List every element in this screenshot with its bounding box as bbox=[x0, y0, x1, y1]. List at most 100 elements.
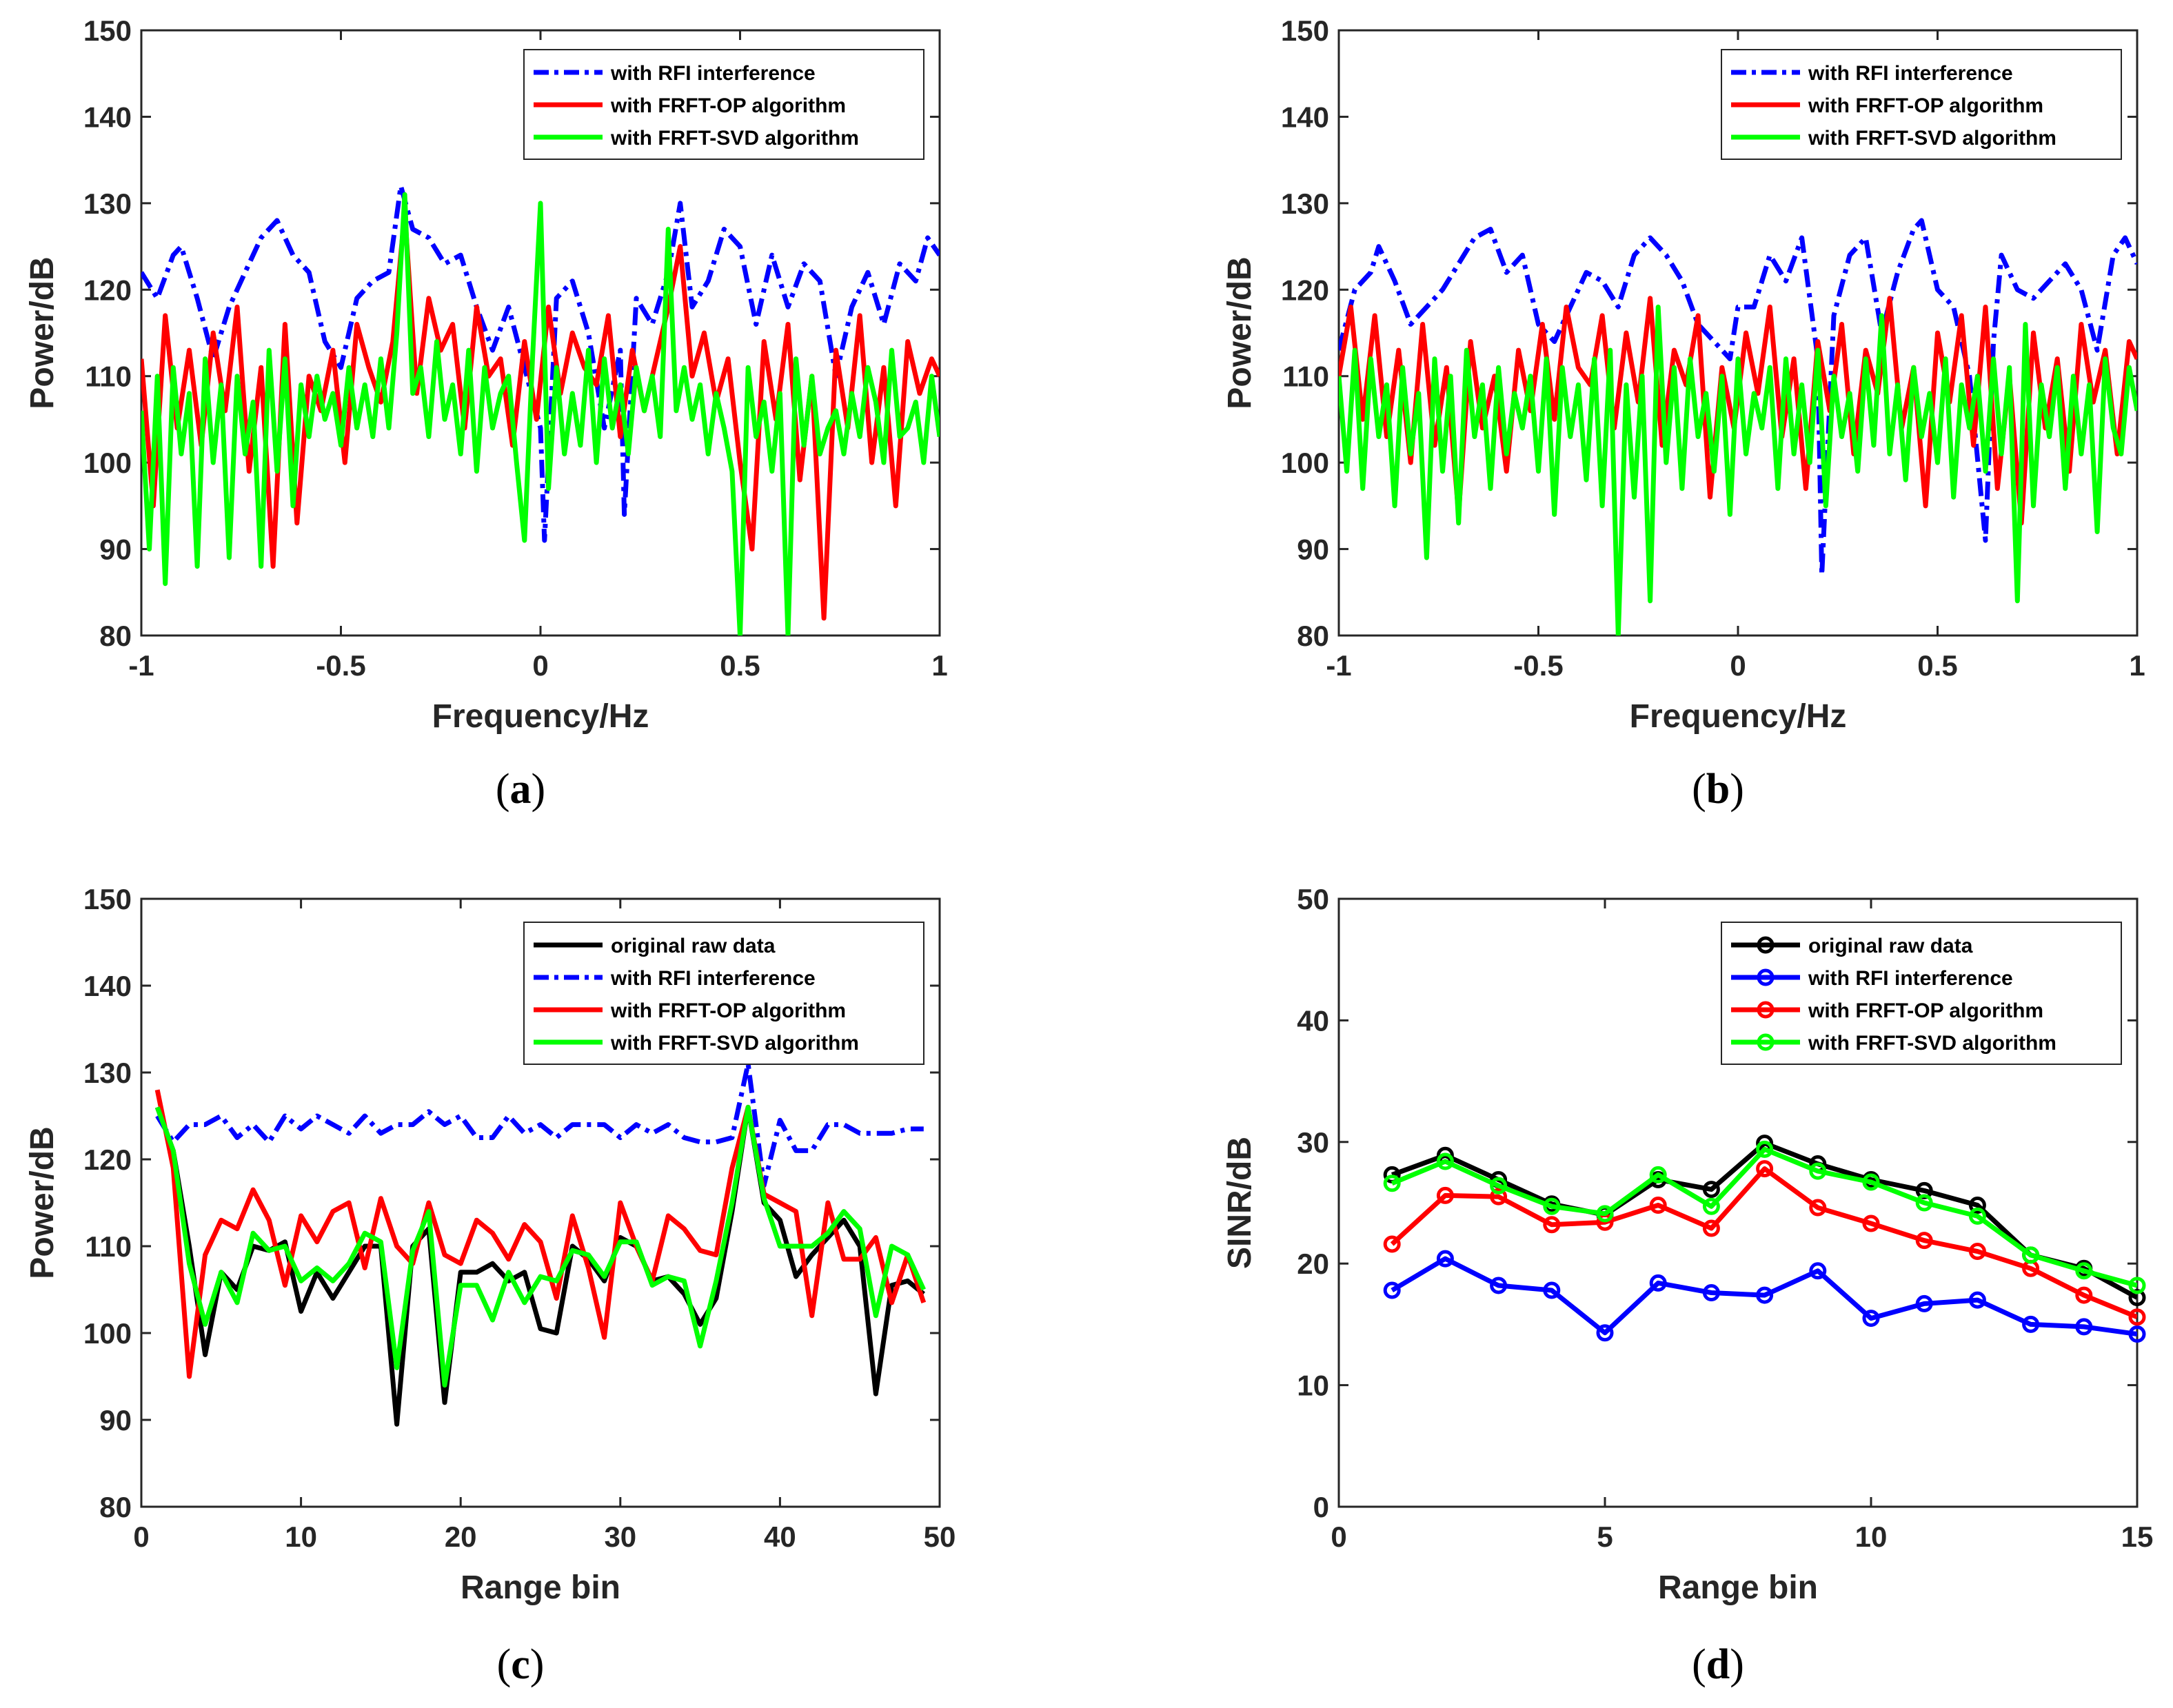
data-point bbox=[1756, 1140, 1774, 1158]
series-line bbox=[141, 192, 940, 636]
data-point bbox=[1809, 1162, 1827, 1180]
data-point bbox=[1490, 1277, 1508, 1294]
legend: with RFI interference with FRFT-OP algori… bbox=[1721, 49, 2122, 160]
y-tick-label: 30 bbox=[1297, 1126, 1329, 1159]
series-line bbox=[154, 1089, 927, 1379]
data-point bbox=[1490, 1188, 1508, 1206]
data-point bbox=[1383, 1235, 1401, 1253]
caption-close: ) bbox=[1730, 766, 1744, 813]
x-tick-label: 50 bbox=[924, 1521, 956, 1553]
data-point bbox=[1436, 1186, 1454, 1204]
panel-caption: (d) bbox=[1692, 1641, 1744, 1688]
legend-label: with RFI interference bbox=[610, 62, 816, 85]
caption-close: ) bbox=[532, 766, 546, 813]
caption-letter: b bbox=[1706, 766, 1730, 813]
legend-marker bbox=[1757, 936, 1775, 954]
data-point bbox=[1862, 1214, 1880, 1232]
legend-label: with FRFT-OP algorithm bbox=[610, 94, 846, 117]
y-tick-label: 20 bbox=[1297, 1248, 1329, 1280]
data-point bbox=[1436, 1250, 1454, 1268]
legend-marker bbox=[1757, 1001, 1775, 1019]
panel-caption: (b) bbox=[1692, 766, 1744, 813]
y-tick-label: 90 bbox=[99, 533, 132, 566]
y-tick-label: 80 bbox=[99, 1491, 132, 1523]
caption-open: ( bbox=[1692, 1641, 1706, 1688]
y-tick-label: 110 bbox=[85, 1230, 132, 1263]
data-point bbox=[1596, 1205, 1614, 1223]
y-tick-label: 80 bbox=[1297, 620, 1329, 652]
data-point bbox=[1702, 1219, 1720, 1237]
series-line bbox=[154, 1104, 926, 1388]
y-tick-label: 130 bbox=[83, 1057, 132, 1089]
y-tick-label: 40 bbox=[1297, 1004, 1329, 1037]
x-tick-label: -0.5 bbox=[316, 649, 365, 682]
data-point bbox=[1383, 1175, 1401, 1192]
legend-label: original raw data bbox=[1808, 935, 1973, 957]
data-point bbox=[2128, 1325, 2146, 1343]
data-point bbox=[1862, 1310, 1880, 1328]
data-point bbox=[2075, 1286, 2093, 1304]
y-tick-label: 150 bbox=[1281, 14, 1329, 47]
legend-marker bbox=[1757, 1033, 1775, 1051]
data-point bbox=[1756, 1286, 1774, 1304]
data-point bbox=[1809, 1262, 1827, 1280]
y-tick-label: 120 bbox=[83, 274, 132, 306]
legend: original raw data with RFI interference wi… bbox=[523, 922, 924, 1065]
y-tick-label: 10 bbox=[1297, 1370, 1329, 1402]
data-point bbox=[1915, 1232, 1933, 1250]
data-point bbox=[1436, 1152, 1454, 1170]
data-point bbox=[1756, 1160, 1774, 1178]
y-tick-label: 100 bbox=[1281, 447, 1329, 479]
data-point bbox=[1915, 1294, 1933, 1312]
data-point bbox=[1596, 1324, 1614, 1342]
chart-d: 0 5 10 15 0 10 20 30 40 50 Range bin SINR/dB origina… bbox=[1222, 883, 2153, 1688]
x-axis-label: Range bin bbox=[461, 1569, 620, 1606]
data-point bbox=[1543, 1281, 1561, 1299]
series-line bbox=[141, 183, 940, 543]
caption-close: ) bbox=[1730, 1641, 1744, 1688]
data-point bbox=[1649, 1197, 1667, 1214]
y-tick-label: 150 bbox=[83, 14, 132, 47]
legend-label: with FRFT-OP algorithm bbox=[610, 999, 846, 1022]
series-line bbox=[155, 1061, 924, 1188]
x-tick-label: -1 bbox=[128, 649, 154, 682]
x-tick-label: 15 bbox=[2121, 1521, 2154, 1553]
legend-label: original raw data bbox=[611, 935, 776, 957]
data-point bbox=[2128, 1308, 2146, 1326]
data-point bbox=[1702, 1181, 1720, 1199]
data-point bbox=[1968, 1207, 1986, 1225]
chart-b: -1 -0.5 0 0.5 1 80 90 100 110 120 130 140 150 Frequen… bbox=[1222, 14, 2145, 813]
y-tick-label: 0 bbox=[1313, 1491, 1329, 1523]
legend-label: with FRFT-SVD algorithm bbox=[1808, 127, 2056, 150]
data-point bbox=[1383, 1281, 1401, 1299]
data-point bbox=[2075, 1318, 2093, 1336]
x-tick-label: 0 bbox=[133, 1521, 149, 1553]
legend: with RFI interference with FRFT-OP algori… bbox=[523, 49, 924, 160]
caption-open: ( bbox=[497, 1641, 512, 1688]
legend-label: with FRFT-OP algorithm bbox=[1808, 999, 2043, 1022]
series-line bbox=[154, 1104, 926, 1427]
caption-letter: a bbox=[510, 766, 532, 813]
y-tick-label: 110 bbox=[85, 360, 132, 393]
x-tick-label: 1 bbox=[2129, 649, 2145, 682]
y-tick-label: 50 bbox=[1297, 883, 1329, 915]
x-tick-label: 40 bbox=[764, 1521, 796, 1553]
x-tick-label: 5 bbox=[1597, 1521, 1613, 1553]
panel-caption: (a) bbox=[496, 766, 545, 813]
data-point bbox=[1649, 1166, 1667, 1183]
series-line bbox=[1390, 1166, 2137, 1320]
caption-open: ( bbox=[496, 766, 510, 813]
legend-marker bbox=[1757, 968, 1775, 986]
x-tick-label: 0.5 bbox=[1917, 649, 1957, 682]
x-axis-label: Frequency/Hz bbox=[432, 698, 649, 735]
caption-close: ) bbox=[530, 1641, 545, 1688]
legend-label: with RFI interference bbox=[1808, 967, 2013, 990]
series-line bbox=[1391, 1146, 2137, 1288]
panel-caption: (c) bbox=[497, 1641, 545, 1688]
y-tick-label: 120 bbox=[83, 1143, 132, 1176]
y-tick-label: 100 bbox=[83, 1317, 132, 1350]
series-line bbox=[1339, 218, 2137, 578]
data-point bbox=[1915, 1194, 1933, 1212]
legend-label: with FRFT-OP algorithm bbox=[1808, 94, 2043, 117]
